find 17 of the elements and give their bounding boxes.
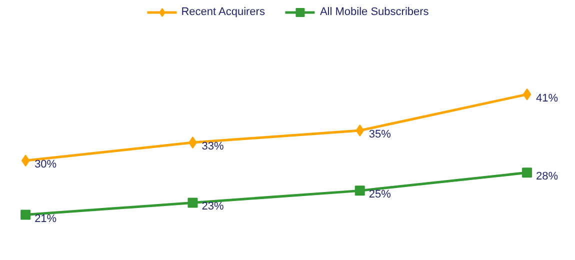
data-label: 21%	[34, 212, 57, 225]
point	[188, 198, 198, 208]
point	[21, 154, 30, 167]
legend-label: Recent Acquirers	[181, 6, 265, 18]
point	[20, 210, 31, 220]
point	[356, 124, 364, 136]
point	[522, 168, 532, 178]
data-label: 35%	[368, 128, 392, 140]
point	[354, 186, 365, 196]
data-label: 41%	[536, 92, 558, 104]
point	[522, 88, 532, 100]
data-label: 30%	[34, 158, 57, 171]
data-label: 25%	[368, 188, 392, 201]
data-label: 23%	[202, 200, 224, 213]
data-label: 33%	[202, 140, 224, 153]
legend-label: All Mobile Subscribers	[320, 6, 429, 18]
data-label: 28%	[536, 170, 558, 183]
